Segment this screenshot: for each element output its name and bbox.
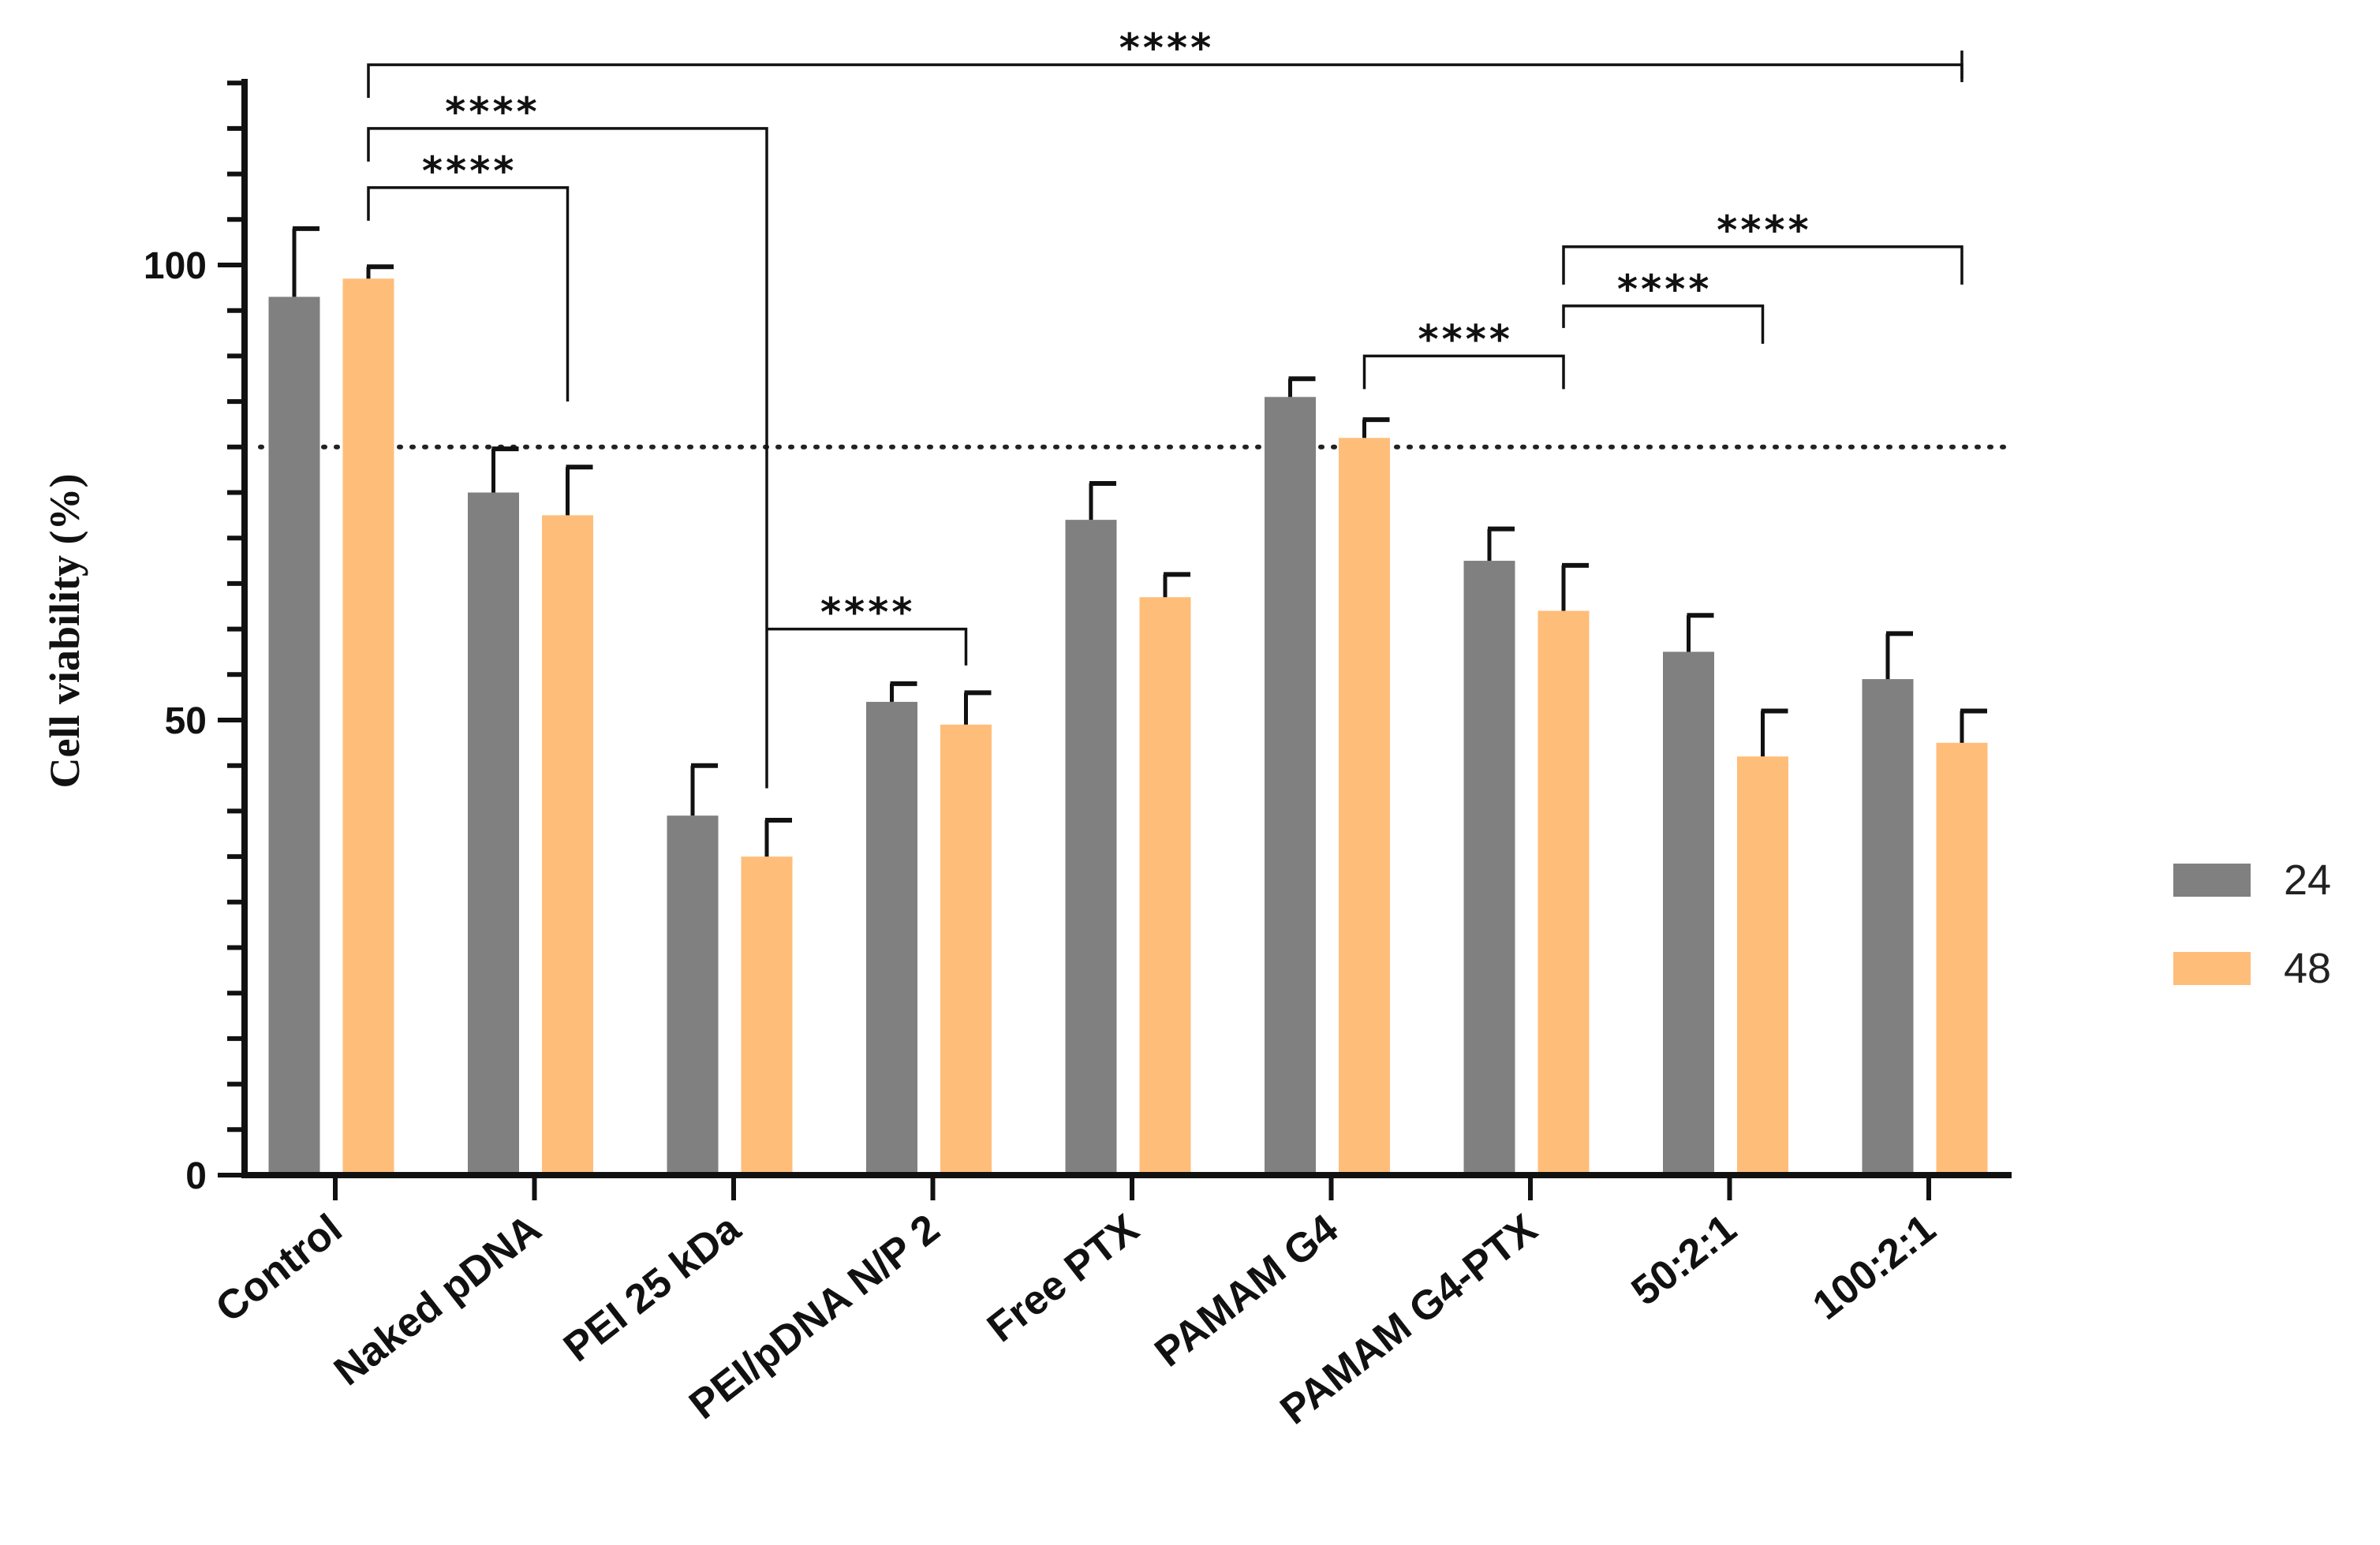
legend-swatch-48 <box>2173 952 2251 985</box>
bar-24-3 <box>866 701 917 1175</box>
x-tick-label-5: PAMAM G4 <box>1146 1206 1347 1376</box>
bar-24-0 <box>268 297 320 1175</box>
bar-48-2 <box>741 856 793 1175</box>
x-tick-label-8: 100:2:1 <box>1804 1206 1944 1329</box>
legend-label-48: 48 <box>2284 945 2331 992</box>
significance-label-2: **** <box>420 148 515 194</box>
bar-24-4 <box>1065 520 1117 1175</box>
x-tick-label-1: Naked pDNA <box>326 1206 550 1395</box>
bar-24-8 <box>1862 679 1914 1175</box>
x-tick-label-7: 50:2:1 <box>1623 1206 1745 1315</box>
bar-48-7 <box>1737 756 1788 1175</box>
legend-label-24: 24 <box>2284 856 2331 904</box>
significance-label-4: **** <box>1715 207 1810 253</box>
significance-bracket-4: **** <box>1562 207 1963 285</box>
significance-bracket-3: **** <box>767 590 968 666</box>
x-tick-label-0: Control <box>207 1206 350 1332</box>
significance-bracket-1: **** <box>367 89 768 789</box>
significance-bracket-2: **** <box>367 148 570 402</box>
bars-layer <box>268 226 1988 1176</box>
x-tick-label-4: Free PTX <box>979 1206 1148 1352</box>
bar-48-3 <box>940 724 992 1175</box>
bar-24-1 <box>468 492 519 1175</box>
y-axis-label: Cell viability (%) <box>41 474 88 789</box>
significance-label-1: **** <box>443 89 538 135</box>
x-tick-label-2: PEI 25 kDa <box>555 1205 749 1371</box>
bar-48-6 <box>1537 610 1590 1175</box>
bar-24-6 <box>1463 561 1515 1175</box>
bar-48-1 <box>542 515 593 1175</box>
significance-label-6: **** <box>1417 316 1511 362</box>
significance-label-5: **** <box>1616 267 1710 312</box>
significance-layer: **************************** <box>367 25 1963 789</box>
y-tick-label-0: 0 <box>185 1155 207 1197</box>
legend: 24 48 <box>2173 856 2331 992</box>
bar-24-5 <box>1265 397 1316 1176</box>
y-tick-label-100: 100 <box>144 245 207 287</box>
significance-bracket-0: **** <box>367 25 1963 99</box>
y-tick-label-50: 50 <box>165 700 207 742</box>
significance-label-0: **** <box>1118 25 1212 71</box>
significance-bracket-6: **** <box>1362 316 1565 390</box>
bar-24-7 <box>1663 651 1714 1175</box>
bar-48-0 <box>342 278 394 1175</box>
bar-48-8 <box>1936 742 1988 1175</box>
significance-bracket-5: **** <box>1562 267 1765 344</box>
bar-48-4 <box>1139 597 1191 1175</box>
significance-label-3: **** <box>819 590 914 636</box>
bar-24-2 <box>667 815 719 1175</box>
legend-swatch-24 <box>2173 864 2251 897</box>
bar-48-5 <box>1339 438 1390 1175</box>
